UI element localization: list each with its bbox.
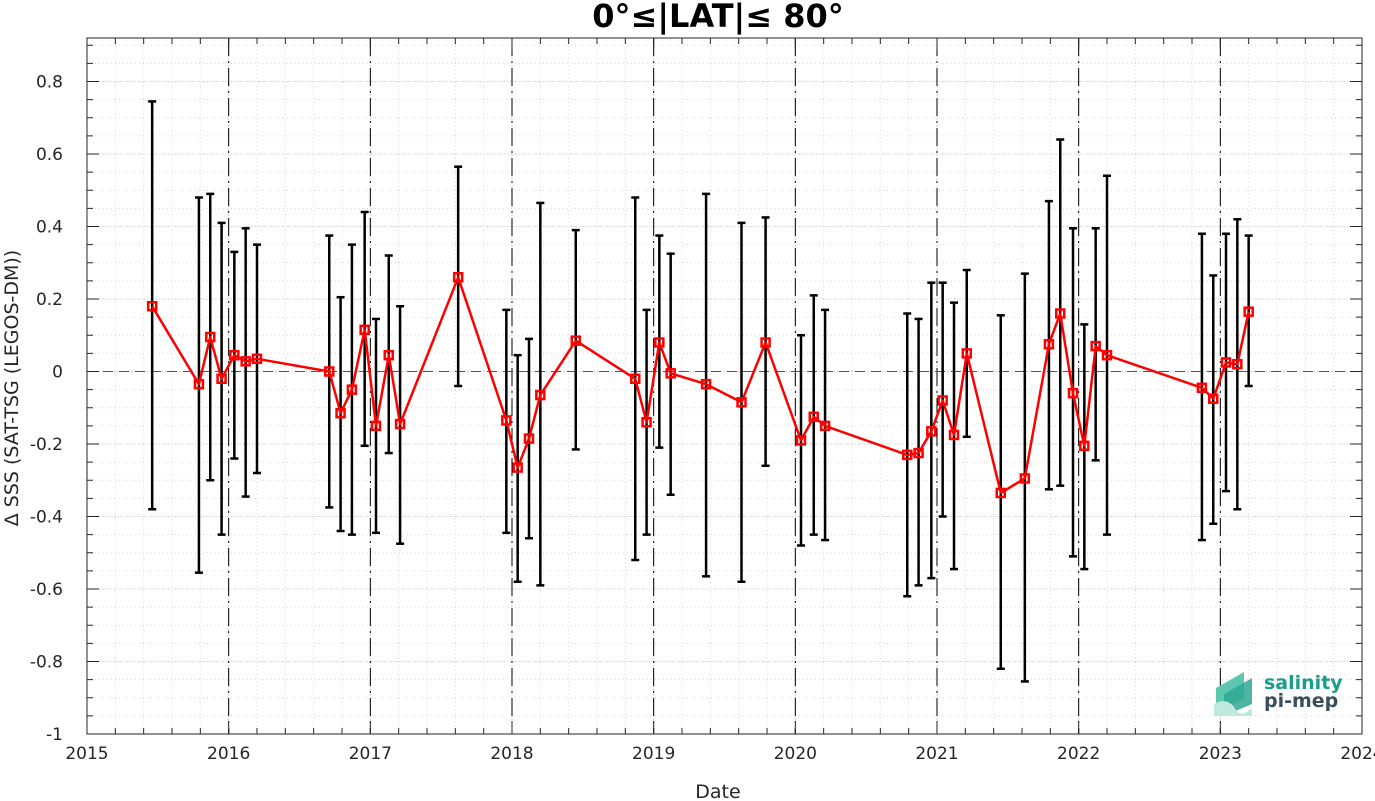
data-point-marker	[229, 349, 240, 361]
x-tick-label: 2021	[915, 744, 958, 764]
logo-text-salinity: salinity	[1264, 672, 1343, 694]
data-point-marker	[359, 324, 370, 336]
data-point-marker	[1220, 357, 1232, 368]
data-point-marker	[1079, 440, 1090, 452]
y-tick-label: -0.6	[30, 580, 63, 600]
data-series	[146, 272, 1254, 499]
data-point-marker	[630, 373, 641, 384]
data-point-marker	[641, 417, 652, 428]
x-tick-label: 2017	[349, 744, 392, 764]
data-point-marker	[205, 331, 216, 343]
x-tick-label: 2020	[774, 744, 817, 764]
data-point-marker	[193, 378, 205, 390]
x-tick-label: 2023	[1199, 744, 1242, 764]
data-point-marker	[937, 395, 948, 406]
data-point-marker	[1232, 359, 1243, 370]
data-point-marker	[902, 449, 913, 461]
data-point-marker	[394, 418, 406, 430]
data-point-marker	[501, 415, 512, 426]
y-tick-label: 0.4	[36, 218, 63, 238]
chart-title: 0°≤|LAT|≤ 80°	[592, 0, 843, 36]
grid	[86, 38, 1363, 735]
x-tick-label: 2015	[65, 744, 108, 764]
y-tick-label: -0.2	[30, 435, 63, 455]
y-tick-label: 0.6	[36, 145, 63, 165]
data-point-marker	[819, 420, 831, 432]
data-point-marker	[512, 462, 523, 473]
logo-wave-icon	[1214, 672, 1252, 716]
x-tick-label: 2024	[1340, 744, 1375, 764]
data-point-marker	[535, 389, 546, 401]
data-point-marker	[240, 356, 251, 367]
data-point-marker	[948, 429, 960, 441]
data-point-marker	[665, 368, 676, 379]
data-point-marker	[1067, 388, 1079, 399]
x-tick-label: 2022	[1057, 744, 1100, 764]
data-point-marker	[346, 384, 358, 395]
data-point-marker	[808, 411, 819, 423]
data-point-marker	[926, 426, 937, 437]
data-point-marker	[1090, 340, 1101, 352]
data-point-marker	[795, 435, 807, 446]
data-point-marker	[216, 373, 227, 384]
y-tick-label: -1	[46, 725, 63, 745]
x-axis-label: Date	[695, 781, 740, 801]
y-tick-label: -0.8	[30, 653, 63, 673]
data-point-marker	[383, 349, 394, 361]
data-point-marker	[1043, 339, 1055, 350]
data-point-marker	[654, 337, 665, 348]
data-point-marker	[1243, 306, 1254, 317]
data-point-marker	[370, 420, 382, 432]
x-tick-label: 2016	[207, 744, 250, 764]
logo: salinity pi-mep	[1214, 672, 1343, 716]
tick-labels: 2015 2016 2017 2018 2019 2020 2021 2022 2023 2024…	[30, 73, 1375, 765]
data-point-marker	[913, 447, 924, 459]
data-point-marker	[995, 487, 1006, 499]
data-point-marker	[570, 335, 581, 346]
data-point-marker	[736, 397, 747, 408]
y-tick-label: -0.4	[30, 508, 63, 528]
data-point-marker	[961, 348, 972, 359]
x-tick-label: 2018	[490, 744, 533, 764]
y-tick-label: 0	[52, 363, 63, 383]
axes	[86, 37, 1363, 735]
data-point-marker	[452, 272, 464, 283]
data-point-marker	[1196, 382, 1208, 394]
y-tick-label: 0.2	[36, 290, 63, 310]
y-axis-label: Δ SSS (SAT-TSG (LEGOS-DM))	[1, 250, 23, 526]
data-point-marker	[146, 301, 158, 312]
axes-box	[86, 37, 1363, 735]
data-point-marker	[700, 378, 712, 390]
data-point-marker	[760, 337, 771, 348]
x-tick-label: 2019	[632, 744, 675, 764]
data-point-marker	[523, 433, 535, 444]
data-point-marker	[324, 366, 335, 377]
data-point-marker	[1019, 473, 1031, 484]
data-point-marker	[335, 407, 346, 419]
series-line	[151, 276, 1250, 495]
data-point-marker	[1101, 349, 1113, 361]
logo-text-pimep: pi-mep	[1264, 690, 1338, 712]
data-point-marker	[251, 353, 263, 365]
data-point-marker	[1055, 308, 1066, 319]
data-point-marker	[1208, 393, 1219, 404]
y-tick-label: 0.8	[36, 73, 63, 93]
